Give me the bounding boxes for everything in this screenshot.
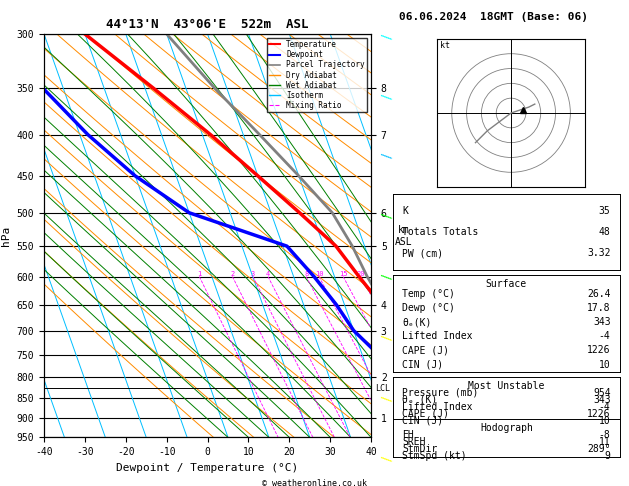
Text: \: \ <box>379 330 394 345</box>
Text: 3: 3 <box>251 271 255 277</box>
Text: 35: 35 <box>599 206 611 216</box>
Text: StmDir: StmDir <box>402 444 437 453</box>
Text: 11: 11 <box>599 436 611 447</box>
Text: 9: 9 <box>604 451 611 461</box>
Text: CIN (J): CIN (J) <box>402 416 443 426</box>
Text: 343: 343 <box>593 317 611 327</box>
Text: 343: 343 <box>593 395 611 405</box>
Text: \: \ <box>379 452 394 467</box>
Text: CAPE (J): CAPE (J) <box>402 346 449 355</box>
Y-axis label: km
ASL: km ASL <box>394 225 412 246</box>
Text: 20: 20 <box>357 271 365 277</box>
Text: \: \ <box>379 270 394 284</box>
Text: \: \ <box>379 29 394 44</box>
Text: 1226: 1226 <box>587 346 611 355</box>
Text: CAPE (J): CAPE (J) <box>402 409 449 419</box>
Text: 1: 1 <box>198 271 201 277</box>
Text: Lifted Index: Lifted Index <box>402 402 472 412</box>
Y-axis label: hPa: hPa <box>1 226 11 246</box>
Text: \: \ <box>379 90 394 104</box>
Text: K: K <box>402 206 408 216</box>
Text: \: \ <box>379 209 394 224</box>
Text: kt: kt <box>440 41 450 50</box>
Text: CIN (J): CIN (J) <box>402 360 443 369</box>
Text: 15: 15 <box>339 271 347 277</box>
Text: θₑ(K): θₑ(K) <box>402 317 431 327</box>
Text: 954: 954 <box>593 388 611 398</box>
Text: 1226: 1226 <box>587 409 611 419</box>
Text: -4: -4 <box>599 331 611 341</box>
Text: EH: EH <box>402 430 414 440</box>
Text: © weatheronline.co.uk: © weatheronline.co.uk <box>262 479 367 486</box>
Text: SREH: SREH <box>402 436 426 447</box>
Title: 44°13'N  43°06'E  522m  ASL: 44°13'N 43°06'E 522m ASL <box>106 18 309 32</box>
Text: 289°: 289° <box>587 444 611 453</box>
Text: Totals Totals: Totals Totals <box>402 227 479 237</box>
Text: \: \ <box>379 391 394 406</box>
Text: θₑ (K): θₑ (K) <box>402 395 437 405</box>
Text: 10: 10 <box>599 416 611 426</box>
Text: Temp (°C): Temp (°C) <box>402 289 455 299</box>
Text: 26.4: 26.4 <box>587 289 611 299</box>
Text: 10: 10 <box>599 360 611 369</box>
Text: 10: 10 <box>315 271 323 277</box>
Text: Dewp (°C): Dewp (°C) <box>402 303 455 313</box>
Text: StmSpd (kt): StmSpd (kt) <box>402 451 467 461</box>
Text: Lifted Index: Lifted Index <box>402 331 472 341</box>
Text: 48: 48 <box>599 227 611 237</box>
Text: 17.8: 17.8 <box>587 303 611 313</box>
Text: Most Unstable: Most Unstable <box>468 381 545 391</box>
Legend: Temperature, Dewpoint, Parcel Trajectory, Dry Adiabat, Wet Adiabat, Isotherm, Mi: Temperature, Dewpoint, Parcel Trajectory… <box>267 38 367 112</box>
Text: -8: -8 <box>599 430 611 440</box>
Text: -4: -4 <box>599 402 611 412</box>
Text: LCL: LCL <box>376 383 390 393</box>
Text: 2: 2 <box>230 271 235 277</box>
Text: \: \ <box>379 148 394 163</box>
Text: Pressure (mb): Pressure (mb) <box>402 388 479 398</box>
X-axis label: Dewpoint / Temperature (°C): Dewpoint / Temperature (°C) <box>116 463 299 473</box>
Text: Surface: Surface <box>486 279 527 290</box>
Text: Hodograph: Hodograph <box>480 423 533 433</box>
Text: 06.06.2024  18GMT (Base: 06): 06.06.2024 18GMT (Base: 06) <box>399 12 588 22</box>
Text: 3.32: 3.32 <box>587 248 611 258</box>
Text: 8: 8 <box>304 271 308 277</box>
Text: PW (cm): PW (cm) <box>402 248 443 258</box>
Text: 4: 4 <box>266 271 270 277</box>
